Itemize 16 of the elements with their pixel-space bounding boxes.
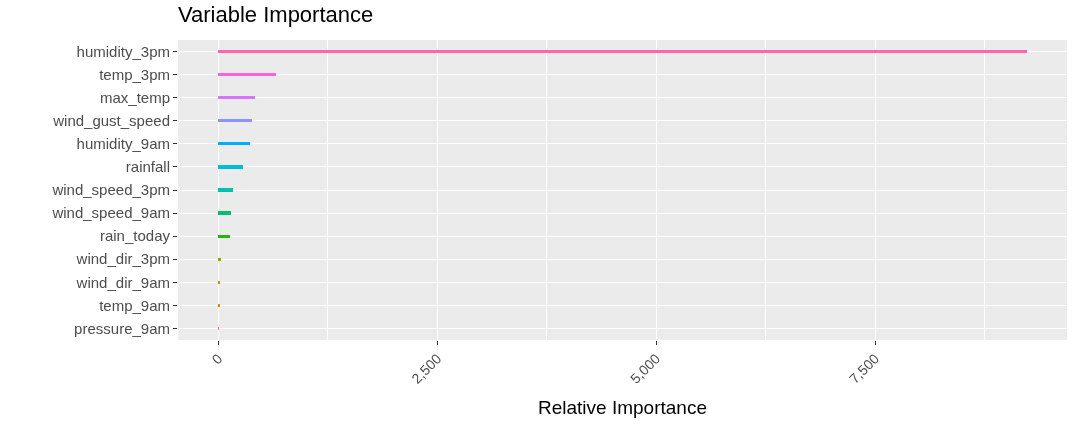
y-tick-label: pressure_9am — [74, 319, 170, 337]
y-tick-label: wind_dir_9am — [75, 273, 170, 291]
y-tick-label: wind_speed_9am — [51, 204, 170, 222]
y-tick-label: humidity_9am — [76, 135, 170, 153]
y-tick-label: wind_dir_3pm — [75, 250, 170, 268]
y-tick-label: max_temp — [99, 88, 170, 106]
y-tick-label: wind_gust_speed — [52, 112, 170, 130]
x-tick-label: 0 — [208, 350, 226, 368]
y-tick-label: temp_3pm — [99, 65, 170, 83]
y-tick-label: wind_speed_3pm — [51, 181, 170, 199]
y-tick-label: temp_9am — [99, 296, 170, 314]
y-tick-label: rainfall — [125, 158, 170, 176]
y-tick-label: rain_today — [99, 227, 171, 245]
x-axis-title: Relative Importance — [538, 397, 707, 419]
y-tick-label: humidity_3pm — [76, 42, 170, 60]
chart-title: Variable Importance — [178, 1, 374, 27]
